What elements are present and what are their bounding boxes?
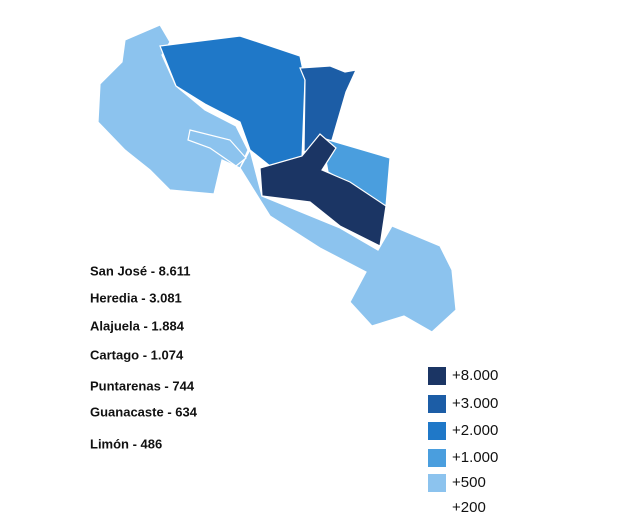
legend-label: +3.000 [452,395,498,412]
map [97,24,472,333]
province-label: Puntarenas - 744 [90,378,195,393]
province-label: Guanacaste - 634 [90,404,198,419]
legend-swatch [428,422,446,440]
legend: +8.000 +3.000 +2.000 +1.000 +500 +200 [428,367,498,517]
legend-label: +1.000 [452,449,498,466]
legend-swatch [428,395,446,413]
province-label: Heredia - 3.081 [90,290,182,305]
legend-label: +2.000 [452,422,498,439]
legend-label: +200 [452,499,486,516]
legend-swatch [428,474,446,492]
puntarenas [239,148,457,333]
province-label: San José - 8.611 [90,263,190,278]
puntarenas-islands [187,129,247,167]
province-label: Limón - 486 [90,436,162,451]
heredia [299,65,358,153]
legend-swatch [428,449,446,467]
province-label: Cartago - 1.074 [90,347,184,362]
province-label: Alajuela - 1.884 [90,318,185,333]
legend-swatch [428,367,446,385]
san-jose [259,133,387,247]
legend-label: +8.000 [452,367,498,384]
legend-swatch [428,499,446,517]
legend-label: +500 [452,474,486,491]
province-list: San José - 8.611 Heredia - 3.081 Alajuela … [90,263,198,451]
